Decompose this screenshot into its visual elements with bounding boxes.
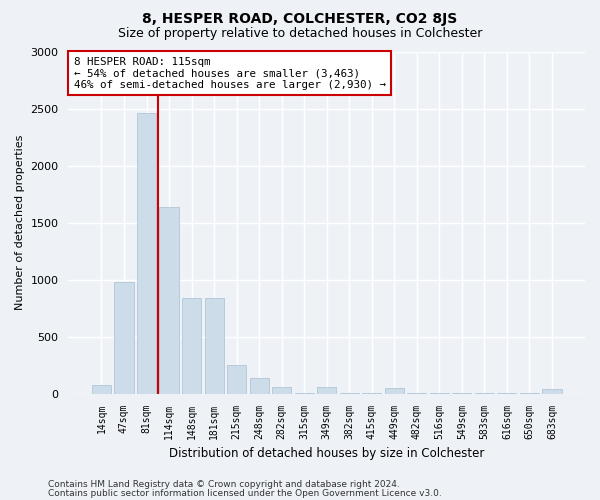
Bar xyxy=(250,378,269,394)
Bar xyxy=(452,393,472,394)
Text: Contains public sector information licensed under the Open Government Licence v3: Contains public sector information licen… xyxy=(48,489,442,498)
Text: 8 HESPER ROAD: 115sqm
← 54% of detached houses are smaller (3,463)
46% of semi-d: 8 HESPER ROAD: 115sqm ← 54% of detached … xyxy=(74,56,386,90)
Bar xyxy=(137,113,156,394)
Bar xyxy=(497,393,517,394)
Bar xyxy=(92,385,111,394)
Bar xyxy=(295,393,314,394)
Bar xyxy=(385,388,404,394)
Bar xyxy=(160,206,179,394)
Bar xyxy=(520,393,539,394)
Text: Size of property relative to detached houses in Colchester: Size of property relative to detached ho… xyxy=(118,28,482,40)
Bar xyxy=(182,298,201,394)
Bar xyxy=(475,393,494,394)
Y-axis label: Number of detached properties: Number of detached properties xyxy=(15,135,25,310)
Bar xyxy=(407,393,427,394)
Bar xyxy=(542,389,562,394)
Bar xyxy=(205,298,224,394)
Bar xyxy=(272,387,291,394)
Bar xyxy=(340,393,359,394)
Text: Contains HM Land Registry data © Crown copyright and database right 2024.: Contains HM Land Registry data © Crown c… xyxy=(48,480,400,489)
Bar xyxy=(115,282,134,394)
Text: 8, HESPER ROAD, COLCHESTER, CO2 8JS: 8, HESPER ROAD, COLCHESTER, CO2 8JS xyxy=(142,12,458,26)
Bar xyxy=(430,393,449,394)
X-axis label: Distribution of detached houses by size in Colchester: Distribution of detached houses by size … xyxy=(169,447,484,460)
Bar xyxy=(227,365,246,394)
Bar xyxy=(362,393,382,394)
Bar xyxy=(317,388,336,394)
